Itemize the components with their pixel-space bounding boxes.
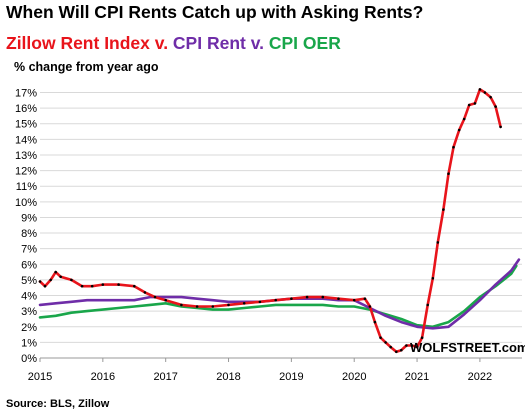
- data-point-zillow-rent-index: [436, 241, 440, 244]
- y-tick-label: 8%: [21, 228, 37, 240]
- data-point-zillow-rent-index: [211, 305, 215, 308]
- data-point-zillow-rent-index: [384, 341, 387, 344]
- data-point-zillow-rent-index: [462, 117, 466, 121]
- chart-title: When Will CPI Rents Catch up with Asking…: [6, 2, 424, 22]
- x-tick-label: 2022: [468, 371, 492, 383]
- chart-subtitle: Zillow Rent Index v. CPI Rent v. CPI OER: [6, 33, 341, 54]
- data-point-zillow-rent-index: [442, 208, 445, 211]
- data-point-zillow-rent-index: [195, 305, 199, 308]
- y-tick-label: 12%: [15, 166, 37, 178]
- data-point-zillow-rent-index: [431, 277, 435, 280]
- subtitle-zillow: Zillow Rent Index v.: [6, 33, 173, 53]
- data-point-zillow-rent-index: [368, 305, 372, 308]
- data-point-zillow-rent-index: [499, 125, 502, 129]
- data-point-zillow-rent-index: [164, 298, 167, 302]
- y-tick-label: 3%: [21, 306, 37, 318]
- data-point-zillow-rent-index: [415, 345, 419, 349]
- data-point-zillow-rent-index: [379, 336, 382, 340]
- data-point-zillow-rent-index: [59, 275, 62, 279]
- y-tick-label: 1%: [21, 337, 37, 349]
- data-point-zillow-rent-index: [426, 303, 430, 307]
- data-point-zillow-rent-index: [117, 283, 120, 286]
- x-tick-label: 2017: [153, 371, 177, 383]
- y-axis-ticks: 0% 1% 2% 3% 4% 5% 6% 7% 8% 9% 10% 11% 12% 13% 14% 15% 16…: [15, 87, 37, 365]
- data-point-zillow-rent-index: [43, 284, 47, 288]
- data-point-zillow-rent-index: [473, 102, 477, 105]
- source-note: Source: BLS, Zillow: [6, 398, 110, 410]
- brand-watermark: WOLFSTREET.com: [410, 340, 525, 355]
- data-point-zillow-rent-index: [457, 128, 461, 132]
- y-tick-label: 10%: [15, 197, 37, 209]
- y-tick-label: 14%: [15, 134, 37, 146]
- y-tick-label: 6%: [21, 259, 37, 271]
- data-point-zillow-rent-index: [452, 145, 455, 149]
- x-tick-label: 2016: [91, 371, 115, 383]
- data-point-zillow-rent-index: [305, 295, 309, 299]
- y-tick-label: 2%: [21, 322, 37, 334]
- data-point-zillow-rent-index: [321, 295, 325, 299]
- x-tick-label: 2018: [216, 371, 240, 383]
- data-point-zillow-rent-index: [143, 291, 147, 294]
- series-line-cpi-oer: [38, 264, 518, 329]
- data-point-zillow-rent-index: [389, 345, 393, 349]
- data-point-zillow-rent-index: [447, 172, 450, 175]
- y-tick-label: 0%: [21, 353, 37, 365]
- y-tick-label: 4%: [21, 291, 37, 303]
- data-point-zillow-rent-index: [153, 295, 157, 299]
- data-point-zillow-rent-index: [420, 336, 424, 340]
- x-tick-label: 2019: [279, 371, 303, 383]
- x-tick-label: 2020: [342, 371, 366, 383]
- data-point-zillow-rent-index: [410, 344, 414, 347]
- data-point-zillow-rent-index: [352, 298, 356, 302]
- data-point-zillow-rent-index: [70, 278, 73, 282]
- data-point-zillow-rent-index: [180, 303, 183, 307]
- series-line-cpi-rent: [38, 258, 521, 330]
- x-axis-ticks: 2015 2016 2017 2018 2019 2020 2021 2022: [28, 358, 492, 383]
- data-point-zillow-rent-index: [90, 284, 94, 288]
- data-point-zillow-rent-index: [290, 297, 293, 301]
- data-point-zillow-rent-index: [405, 344, 408, 347]
- data-point-zillow-rent-index: [49, 278, 52, 282]
- series-line-zillow-rent-index: [38, 88, 502, 354]
- x-tick-label: 2021: [405, 371, 429, 383]
- data-point-zillow-rent-index: [54, 270, 57, 274]
- subtitle-cpi-rent: CPI Rent v.: [172, 33, 269, 53]
- y-tick-label: 5%: [21, 275, 37, 287]
- y-tick-label: 9%: [21, 212, 37, 224]
- data-point-zillow-rent-index: [337, 297, 340, 301]
- data-point-zillow-rent-index: [274, 298, 278, 302]
- data-point-zillow-rent-index: [80, 284, 84, 288]
- data-point-zillow-rent-index: [494, 105, 497, 108]
- y-tick-label: 11%: [16, 181, 37, 193]
- data-point-zillow-rent-index: [38, 280, 42, 283]
- data-point-zillow-rent-index: [363, 297, 367, 301]
- y-tick-label: 15%: [15, 119, 37, 131]
- grid: [40, 91, 522, 359]
- data-point-zillow-rent-index: [395, 350, 398, 354]
- data-point-zillow-rent-index: [133, 284, 136, 288]
- y-tick-label: 7%: [21, 244, 37, 256]
- y-axis-label: % change from year ago: [14, 60, 159, 74]
- y-tick-label: 16%: [15, 103, 37, 115]
- data-point-zillow-rent-index: [400, 348, 403, 352]
- subtitle-cpi-oer: CPI OER: [268, 33, 341, 53]
- x-tick-label: 2015: [28, 371, 52, 383]
- series-lines: [38, 88, 521, 354]
- data-point-zillow-rent-index: [258, 300, 262, 304]
- data-point-zillow-rent-index: [489, 95, 492, 99]
- data-point-zillow-rent-index: [483, 91, 487, 94]
- data-point-zillow-rent-index: [101, 283, 105, 286]
- data-point-zillow-rent-index: [227, 303, 230, 307]
- y-tick-label: 17%: [15, 87, 37, 99]
- data-point-zillow-rent-index: [467, 103, 471, 107]
- y-tick-label: 13%: [15, 150, 37, 162]
- data-point-zillow-rent-index: [242, 302, 246, 305]
- data-point-zillow-rent-index: [373, 320, 377, 324]
- data-point-zillow-rent-index: [478, 88, 482, 91]
